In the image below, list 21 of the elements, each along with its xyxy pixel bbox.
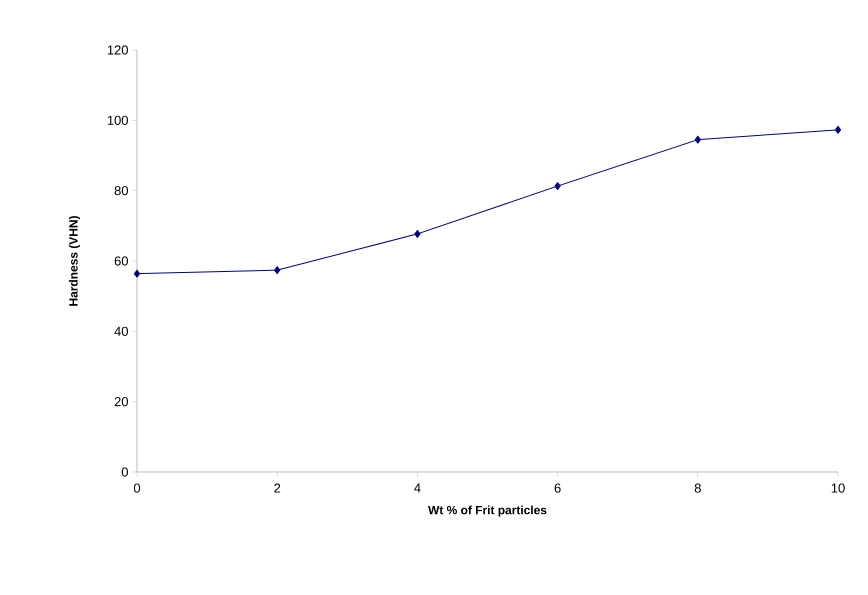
point [554, 182, 561, 190]
point [274, 266, 280, 274]
y-tick-label: 20 [114, 397, 128, 406]
y-tick-label: 40 [114, 326, 128, 336]
x-axis-title: Wt % of Frit particles [428, 506, 546, 517]
y-axis-title: Hardness (VHN) [68, 216, 80, 306]
point [134, 270, 140, 278]
x-tick-label: 2 [274, 484, 280, 493]
x-tick-label: 0 [134, 484, 140, 493]
x-tick-label: 8 [694, 484, 701, 493]
y-tick-label: 80 [114, 186, 128, 196]
x-tick-label: 4 [414, 484, 421, 492]
y-tick-label: 60 [114, 256, 128, 266]
y-tick-label: 100 [108, 116, 128, 125]
point [694, 136, 701, 144]
x-tick-label: 10 [832, 484, 845, 493]
point [414, 230, 421, 238]
y-tick-label: 0 [122, 467, 128, 477]
x-tick-label: 6 [554, 484, 561, 493]
point [834, 126, 842, 134]
y-tick-label: 120 [108, 45, 128, 55]
